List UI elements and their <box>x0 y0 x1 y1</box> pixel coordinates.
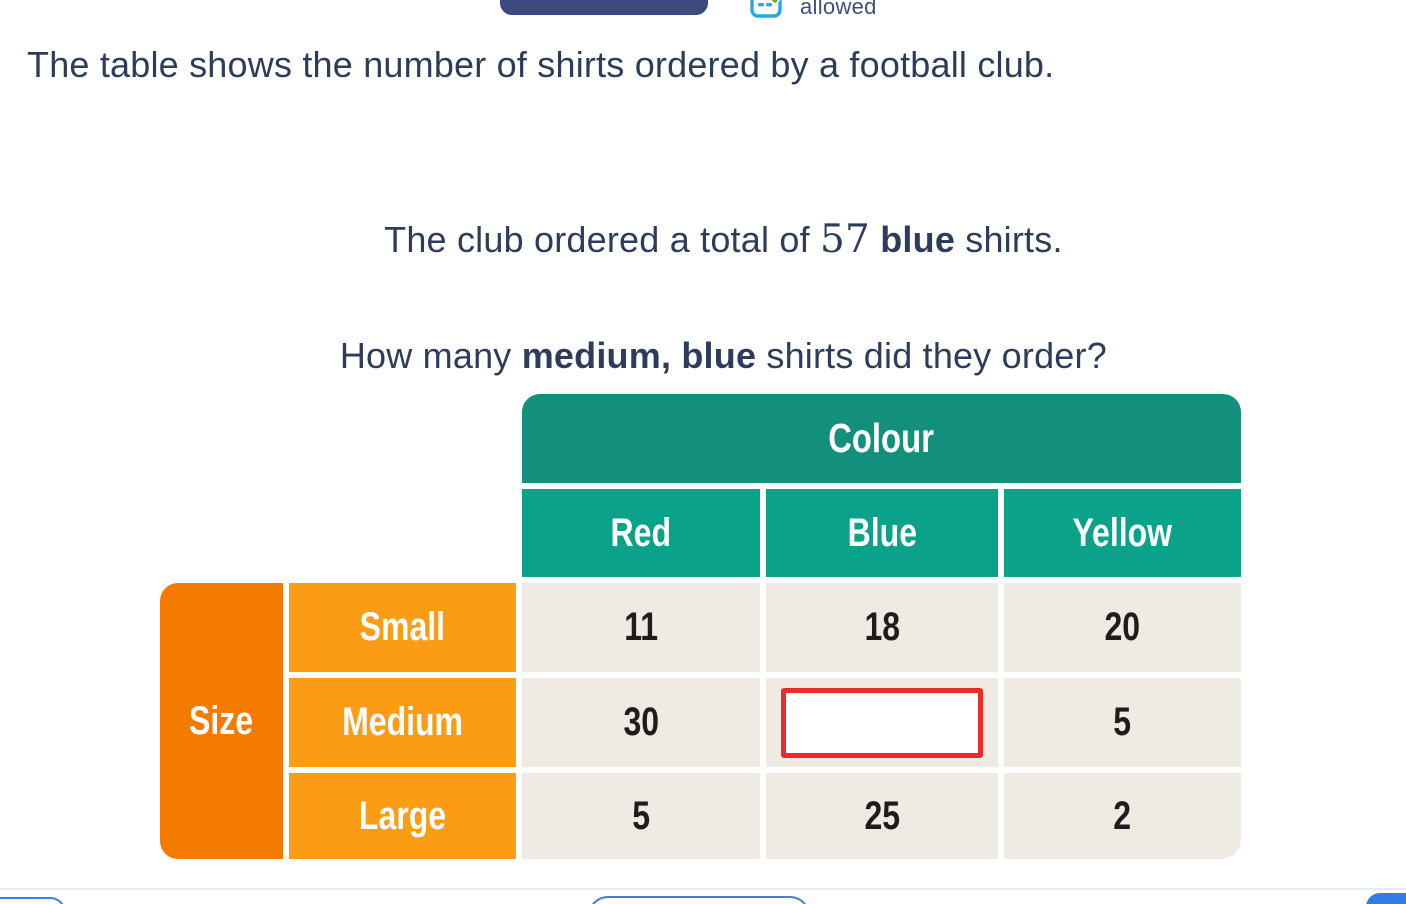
column-header-yellow: Yellow <box>1004 489 1241 577</box>
cell-large-red: 5 <box>522 773 760 859</box>
question-line-2: The club ordered a total of 57 blue shir… <box>384 217 1063 262</box>
cell-small-blue: 18 <box>766 583 998 672</box>
cell-medium-blue <box>766 678 998 767</box>
shirts-table: Colour Red Blue Yellow Size Small Medium… <box>160 394 1241 859</box>
calculator-allowed-icon <box>749 0 785 24</box>
total-blue-count: 57 <box>820 217 871 262</box>
question-line-3: How many medium, blue shirts did they or… <box>339 335 1107 376</box>
top-nav-button[interactable] <box>500 0 708 15</box>
cell-large-blue: 25 <box>766 773 998 859</box>
answer-input[interactable] <box>781 687 983 758</box>
cell-large-yellow: 2 <box>1004 773 1241 859</box>
cell-medium-red: 30 <box>522 678 760 767</box>
table-size-header: Size <box>160 583 283 859</box>
cell-small-red: 11 <box>522 583 760 672</box>
calculator-allowed-label: allowed <box>800 0 877 19</box>
column-header-blue: Blue <box>766 489 998 577</box>
table-colour-header: Colour <box>522 394 1241 483</box>
cell-medium-yellow: 5 <box>1004 678 1241 767</box>
question-body: The club ordered a total of 57 blue shir… <box>0 153 1406 443</box>
row-header-small: Small <box>289 583 516 672</box>
bottom-left-button[interactable] <box>0 897 66 904</box>
row-header-medium: Medium <box>289 678 516 767</box>
cell-small-yellow: 20 <box>1004 583 1241 672</box>
bottom-right-button[interactable] <box>1366 893 1406 904</box>
bottom-middle-button[interactable] <box>588 896 810 904</box>
bottom-divider <box>0 888 1406 890</box>
question-line-1: The table shows the number of shirts ord… <box>27 44 1055 85</box>
row-header-large: Large <box>289 773 516 859</box>
column-header-red: Red <box>522 489 760 577</box>
